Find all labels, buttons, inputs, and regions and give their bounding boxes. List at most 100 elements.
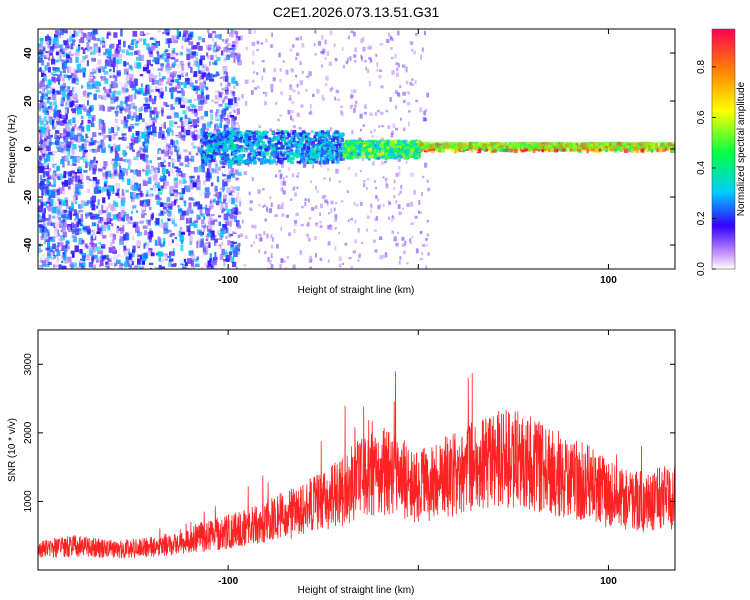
spectrogram-cell — [71, 196, 76, 203]
spectrogram-cell — [314, 131, 319, 137]
spectrogram-cell — [165, 102, 168, 107]
spectrogram-cell — [147, 189, 150, 192]
spectrogram-cell — [103, 94, 107, 100]
spectrogram-cell — [95, 179, 100, 185]
spectrogram-cell — [250, 138, 254, 141]
spectrogram-cell — [188, 41, 194, 46]
spectrogram-cell — [120, 263, 125, 267]
spectrogram-cell — [112, 233, 117, 240]
spectrogram-cell — [161, 167, 166, 174]
spectrogram-cell — [239, 145, 244, 148]
spectrogram-cell — [406, 148, 409, 153]
spectrogram-cell — [207, 145, 210, 148]
spectrogram-cell — [163, 159, 167, 163]
spectrogram-cell — [225, 72, 228, 76]
spectrogram-cell — [385, 183, 389, 189]
spectrogram-cell — [228, 255, 232, 259]
spectrogram-cell — [235, 198, 238, 203]
spectrogram-cell — [362, 180, 366, 183]
spectrogram-cell — [286, 150, 290, 153]
spectrogram-cell — [423, 110, 427, 116]
spectrogram-cell — [279, 156, 283, 160]
spectrogram-cell — [126, 145, 130, 149]
spectrogram-cell — [201, 92, 204, 99]
spectrogram-cell — [218, 144, 223, 149]
spectrogram-cell — [235, 80, 238, 84]
spectrogram-cell — [137, 254, 141, 258]
spectrogram-cell — [270, 44, 273, 48]
spectrogram-cell — [255, 132, 258, 136]
spectrogram-cell — [277, 151, 281, 156]
spectrogram-cell — [44, 183, 47, 187]
spectrogram-cell — [367, 153, 372, 156]
spectrogram-cell — [229, 47, 235, 50]
spectrogram-cell — [347, 148, 350, 153]
spectrogram-cell — [371, 145, 376, 150]
spectrogram-cell — [219, 122, 223, 129]
spectrogram-cell — [61, 142, 65, 148]
spectrogram-cell — [271, 137, 276, 142]
spectrogram-cell — [125, 152, 128, 156]
spectrogram-cell — [170, 57, 176, 60]
spectrogram-cell — [224, 124, 228, 129]
spectrogram-cell — [223, 178, 229, 182]
spectrogram-cell — [224, 208, 228, 211]
spectrogram-cell — [186, 49, 192, 54]
spectrogram-cell — [195, 73, 199, 76]
spectrogram-cell — [216, 44, 220, 50]
spectrogram-cell — [236, 52, 240, 58]
spectrogram-cell — [119, 236, 124, 242]
spectrogram-cell — [376, 68, 379, 72]
spectrogram-cell — [191, 105, 197, 108]
spectrogram-cell — [340, 137, 345, 143]
spectrogram-cell — [128, 79, 131, 86]
spectrogram-cell — [76, 46, 80, 49]
spectrogram-cell — [55, 234, 59, 238]
spectrogram-cell — [174, 39, 179, 44]
spectrogram-cell — [306, 159, 309, 165]
spectrogram-cell — [320, 146, 324, 150]
spectrogram-cell — [63, 170, 67, 178]
spectrogram-cell — [289, 85, 293, 91]
spectrogram-cell — [168, 170, 171, 177]
spectrogram-cell — [44, 229, 50, 234]
spectrogram-cell — [285, 214, 290, 218]
spectrogram-cell — [189, 52, 195, 59]
spectrogram-cell — [207, 72, 211, 77]
spectrogram-cell — [169, 251, 175, 256]
spectrogram-cell — [196, 117, 200, 123]
spectrogram-cell — [96, 81, 101, 87]
spectrogram-cell — [103, 52, 106, 56]
spectrogram-cell — [362, 182, 366, 188]
spectrogram-cell — [364, 104, 367, 110]
spectrogram-cell — [157, 29, 161, 33]
spectrogram-cell — [232, 152, 237, 157]
spectrogram-cell — [222, 38, 224, 42]
spectrogram-cell — [235, 177, 238, 182]
spectrogram-cell — [106, 170, 112, 178]
spectrogram-cell — [89, 78, 95, 83]
spectrogram-cell — [114, 127, 117, 134]
spectrogram-cell — [96, 146, 101, 153]
spectrogram-cell — [222, 143, 227, 147]
spectrogram-cell — [40, 96, 44, 103]
spectrogram-cell — [189, 235, 193, 243]
spectrogram-cell — [61, 220, 66, 224]
spectrogram-cell — [297, 145, 301, 149]
spectrogram-cell — [234, 204, 238, 211]
spectrogram-cell — [122, 54, 125, 58]
spectrogram-cell — [47, 114, 51, 121]
spectrogram-cell — [314, 138, 318, 142]
spectrogram-cell — [50, 257, 56, 260]
spectrogram-cell — [58, 52, 63, 56]
spectrogram-cell — [237, 242, 241, 247]
spectrogram-cell — [398, 166, 401, 170]
spectrogram-cell — [152, 184, 156, 188]
spectrogram-cell — [202, 248, 207, 253]
spectrogram-cell — [87, 39, 91, 43]
spectrogram-cell — [208, 33, 213, 39]
spectrogram-cell — [305, 153, 308, 158]
spectrogram-cell — [101, 37, 105, 44]
spectrogram-cell — [189, 179, 193, 186]
spectrogram-cell — [148, 262, 154, 266]
